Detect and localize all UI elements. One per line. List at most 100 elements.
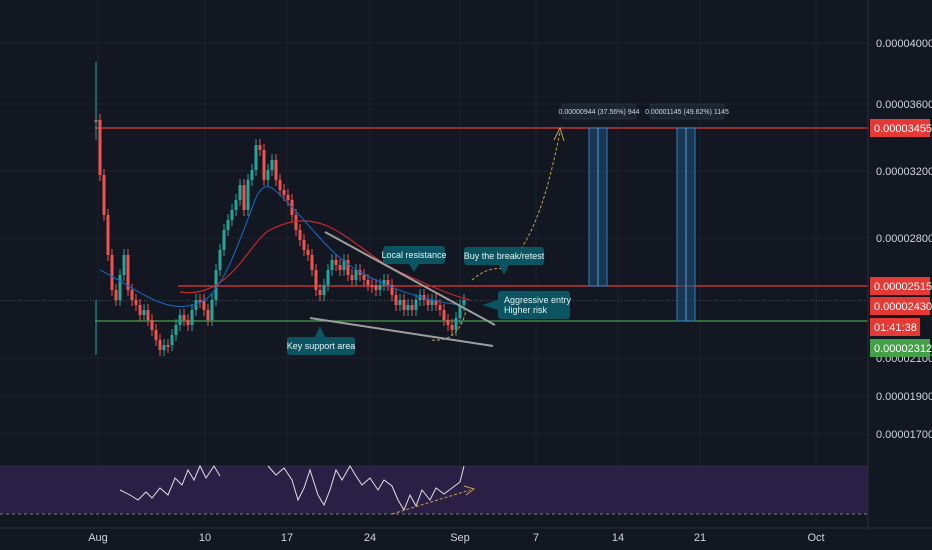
candle-body-26 [198, 300, 202, 302]
time-axis[interactable]: Aug 10 17 24 Sep 7 14 21 Oct [0, 527, 932, 544]
price-tag-label-1: 0.00002515 [874, 281, 932, 293]
candle-body-74 [390, 285, 394, 295]
candle-body-91 [458, 305, 462, 318]
candle-body-58 [326, 270, 330, 285]
trend-lines [309, 126, 565, 347]
candle-body-28 [206, 310, 210, 320]
price-tag-bg-4 [870, 339, 930, 357]
candle-body-15 [154, 330, 158, 340]
candle-body-21 [178, 315, 182, 325]
candle-body-39 [250, 170, 254, 180]
candle-body-62 [342, 260, 346, 270]
candle-body-73 [386, 280, 390, 285]
moving-averages [99, 186, 471, 308]
measure-label-1: 0.00001145 (49.62%) 1145 [645, 103, 729, 120]
candle-body-57 [322, 285, 326, 295]
x-tick-label-7: 21 [694, 532, 706, 544]
candle-body-8 [126, 255, 130, 290]
annotation-box-1 [464, 247, 544, 265]
price-tag-bg-2 [870, 297, 930, 315]
candle-body-79 [410, 305, 414, 310]
candle-body-43 [266, 170, 270, 180]
candle-body-85 [434, 300, 438, 305]
candle-body-5 [114, 290, 118, 300]
price-axis[interactable]: 0.00004000 0.00003600 0.00003200 0.00002800… [867, 0, 932, 550]
candle-body-88 [446, 320, 450, 325]
candle-body-6 [118, 275, 122, 300]
annotation-box-2 [498, 291, 570, 319]
price-tag-label-2: 0.00002430 [874, 301, 932, 313]
x-tick-label-1: 10 [199, 532, 211, 544]
retest-arrow [471, 267, 506, 281]
candle-body-44 [270, 160, 274, 170]
price-tag-label-0: 0.00003455 [874, 123, 932, 135]
annotation-text-0-0: Local resistance [381, 250, 446, 260]
y-tick-label-3: 0.00002800 [876, 233, 932, 245]
annotation-text-2-0: Aggressive entry [504, 295, 572, 305]
candle-body-23 [186, 320, 190, 325]
candle-body-60 [334, 260, 338, 265]
candle-body-69 [370, 285, 374, 287]
candle-body-7 [122, 255, 126, 275]
x-tick-label-8: Oct [807, 532, 824, 544]
candle-body-56 [318, 290, 322, 295]
measure-label-0: 0.00000944 (37.56%) 944 [559, 103, 640, 120]
annotation-box-0 [383, 246, 445, 264]
candle-body-13 [146, 310, 150, 320]
candle-body-17 [162, 345, 166, 350]
candle-body-83 [426, 300, 430, 305]
price-tag-bg-3 [870, 318, 920, 336]
candles [94, 62, 466, 356]
candle-body-20 [174, 325, 178, 335]
candle-body-67 [362, 275, 366, 280]
candle-body-59 [330, 260, 334, 270]
candle-body-70 [374, 285, 378, 290]
candle-body-75 [394, 295, 398, 305]
descending-resistance-line [324, 231, 496, 326]
candle-body-9 [130, 290, 134, 300]
candle-body-61 [338, 265, 342, 270]
candle-body-64 [350, 275, 354, 280]
annotation-pointer-2 [482, 300, 498, 310]
candle-body-32 [222, 230, 226, 250]
candle-body-76 [398, 300, 402, 305]
candle-body-40 [254, 145, 258, 170]
candle-body-90 [454, 318, 458, 330]
candle-body-51 [298, 230, 302, 240]
grid [0, 0, 868, 520]
annotation-pointer-1 [499, 265, 509, 275]
candle-body-38 [246, 180, 250, 210]
candle-body-63 [346, 260, 350, 275]
candle-body-27 [202, 300, 206, 310]
price-tag-bg-1 [870, 277, 930, 295]
annotation-0: Local resistance [381, 246, 447, 272]
candle-body-11 [138, 305, 142, 315]
candle-body-53 [306, 250, 310, 255]
candle-body-42 [262, 150, 266, 180]
x-tick-label-6: 14 [612, 532, 624, 544]
candle-body-36 [238, 185, 242, 200]
candle-body-86 [438, 305, 442, 310]
measure-label-bg-0 [561, 103, 637, 120]
candle-body-50 [294, 215, 298, 230]
ma-blue-line [99, 186, 461, 308]
x-tick-label-5: 7 [533, 532, 539, 544]
candle-body-84 [430, 300, 434, 305]
y-tick-label-1: 0.00003600 [876, 99, 932, 111]
price-tags: 0.00003455 0.00002515 0.00002430 01:41:38 0.… [870, 119, 932, 357]
candle-body-4 [110, 255, 114, 290]
rsi-line [119, 464, 465, 512]
annotation-text-3-0: Key support area [287, 341, 356, 351]
candle-body-19 [170, 335, 174, 345]
bottom-curve-arrow [431, 309, 467, 341]
candle-body-54 [310, 255, 314, 270]
candle-body-33 [226, 220, 230, 230]
candle-body-77 [402, 300, 406, 310]
divergence-arrowhead [463, 485, 476, 496]
candle-body-87 [442, 310, 446, 320]
candle-body-71 [378, 285, 382, 290]
measurement-boxes: 0.00000944 (37.56%) 944 0.00001145 (49.62… [559, 103, 729, 322]
